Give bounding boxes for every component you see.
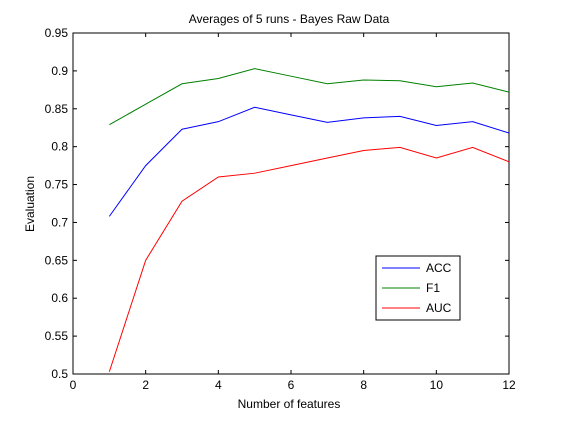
chart-title: Averages of 5 runs - Bayes Raw Data bbox=[189, 12, 390, 26]
plot-frame bbox=[72, 32, 510, 375]
x-tick-label: 8 bbox=[360, 378, 367, 392]
series-line-f1 bbox=[109, 68, 510, 126]
y-tick-label: 0.6 bbox=[51, 291, 68, 305]
x-tick-label: 0 bbox=[70, 378, 77, 392]
x-tick-label: 4 bbox=[215, 378, 222, 392]
y-tick-label: 0.9 bbox=[51, 64, 68, 78]
y-tick-label: 0.8 bbox=[51, 140, 68, 154]
series-line-acc bbox=[108, 106, 510, 217]
series-line-auc bbox=[108, 146, 510, 372]
plot-area: 0 2 4 6 8 10 12 0.5 0.55 0.6 0.65 0.7 0.75 0.8 0.85 0.9… bbox=[45, 26, 516, 392]
legend-label-acc: ACC bbox=[426, 261, 452, 275]
y-tick-label: 0.95 bbox=[45, 26, 69, 40]
x-axis-label: Number of features bbox=[238, 397, 341, 411]
x-tick-label: 12 bbox=[502, 378, 516, 392]
y-tick-label: 0.65 bbox=[45, 253, 69, 267]
x-tick-label: 10 bbox=[430, 378, 444, 392]
y-tick-label: 0.85 bbox=[45, 102, 69, 116]
legend-label-auc: AUC bbox=[426, 301, 452, 315]
y-tick-label: 0.5 bbox=[51, 367, 68, 381]
y-tick-label: 0.7 bbox=[51, 215, 68, 229]
y-tick-label: 0.55 bbox=[45, 329, 69, 343]
legend-label-f1: F1 bbox=[426, 281, 440, 295]
y-axis-label: Evaluation bbox=[23, 176, 37, 232]
y-tick-label: 0.75 bbox=[45, 178, 69, 192]
x-tick-label: 2 bbox=[142, 378, 149, 392]
x-tick-label: 6 bbox=[288, 378, 295, 392]
